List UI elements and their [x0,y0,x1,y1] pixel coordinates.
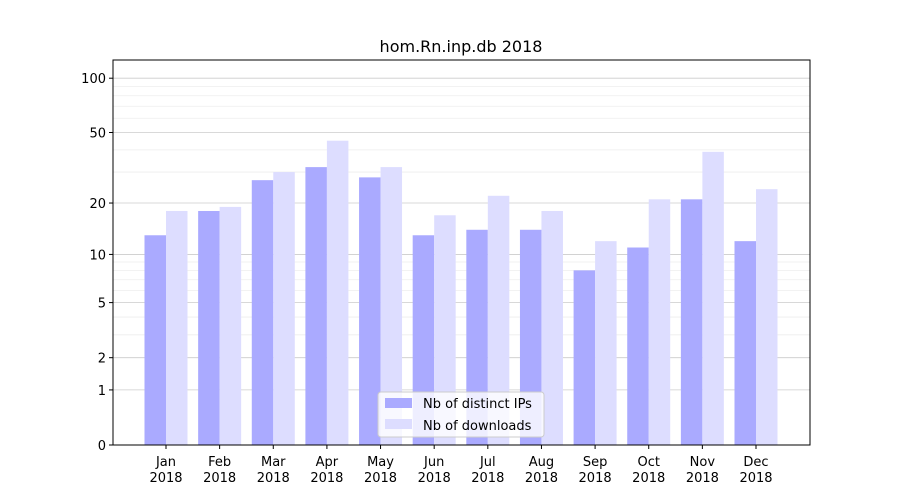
bar-distinct-ips [573,270,596,445]
x-tick-label: Jul [479,455,496,470]
y-tick-label: 50 [89,127,106,142]
bar-downloads [541,210,563,445]
x-tick-label: 2018 [364,471,397,486]
x-tick-label: 2018 [471,471,504,486]
bar-distinct-ips [359,177,381,445]
legend-label-ips: Nb of distinct IPs [423,397,532,412]
x-tick-label: 2018 [579,471,612,486]
bar-downloads [166,210,188,445]
x-tick-label: Feb [208,455,231,470]
legend-label-downloads: Nb of downloads [423,419,532,434]
y-axis: 0 1 2 5 10 20 50 100 [81,72,113,454]
bar-distinct-ips [466,229,488,445]
bar-distinct-ips [251,180,274,445]
x-tick-label: Jun [423,455,444,470]
x-tick-label: 2018 [203,471,236,486]
bar-distinct-ips [680,199,703,445]
x-tick-label: 2018 [525,471,558,486]
legend-box [377,391,545,438]
bar-distinct-ips [198,210,220,445]
bars [144,140,778,445]
y-tick-label: 1 [98,384,106,399]
chart-title: hom.Rn.inp.db 2018 [380,37,543,56]
x-tick-label: 2018 [632,471,665,486]
bar-downloads [756,189,778,445]
bar-downloads [219,206,242,445]
bar-downloads [487,195,510,445]
y-tick-label: 0 [98,439,106,454]
bar-downloads [702,151,724,445]
x-tick-label: Aug [529,455,554,470]
x-tick-label: 2018 [739,471,772,486]
plot-frame [112,59,811,446]
y-tick-label: 5 [98,297,106,312]
x-tick-label: Nov [690,455,716,470]
bar-downloads [595,241,617,445]
bar-downloads [648,199,671,445]
x-tick-label: Sep [583,455,608,470]
y-tick-label: 100 [81,72,106,87]
bar-distinct-ips [734,241,756,445]
bar-downloads [326,140,349,445]
y-tick-label: 20 [89,197,106,212]
x-tick-label: May [367,455,394,470]
x-tick-label: 2018 [310,471,343,486]
x-tick-label: Oct [637,455,659,470]
x-tick-label: Jan [155,455,176,470]
x-axis: Jan2018Feb2018Mar2018Apr2018May2018Jun20… [149,445,773,486]
y-tick-label: 10 [89,248,106,263]
bar-distinct-ips [144,235,166,445]
bar-distinct-ips [627,247,649,445]
x-tick-label: 2018 [418,471,451,486]
x-tick-label: 2018 [257,471,290,486]
x-tick-label: 2018 [149,471,182,486]
bar-downloads [273,172,295,445]
x-tick-label: Dec [743,455,768,470]
x-tick-label: 2018 [686,471,719,486]
legend-swatch-downloads [385,419,412,429]
bar-downloads [434,215,456,445]
y-tick-label: 2 [98,352,106,367]
bar-distinct-ips [305,167,327,445]
bar-distinct-ips [519,229,542,445]
legend-swatch-ips [385,398,412,408]
bar-downloads [380,167,403,445]
x-tick-label: Mar [261,455,286,470]
x-tick-label: Apr [316,455,339,470]
legend: Nb of distinct IPs Nb of downloads [377,391,545,438]
